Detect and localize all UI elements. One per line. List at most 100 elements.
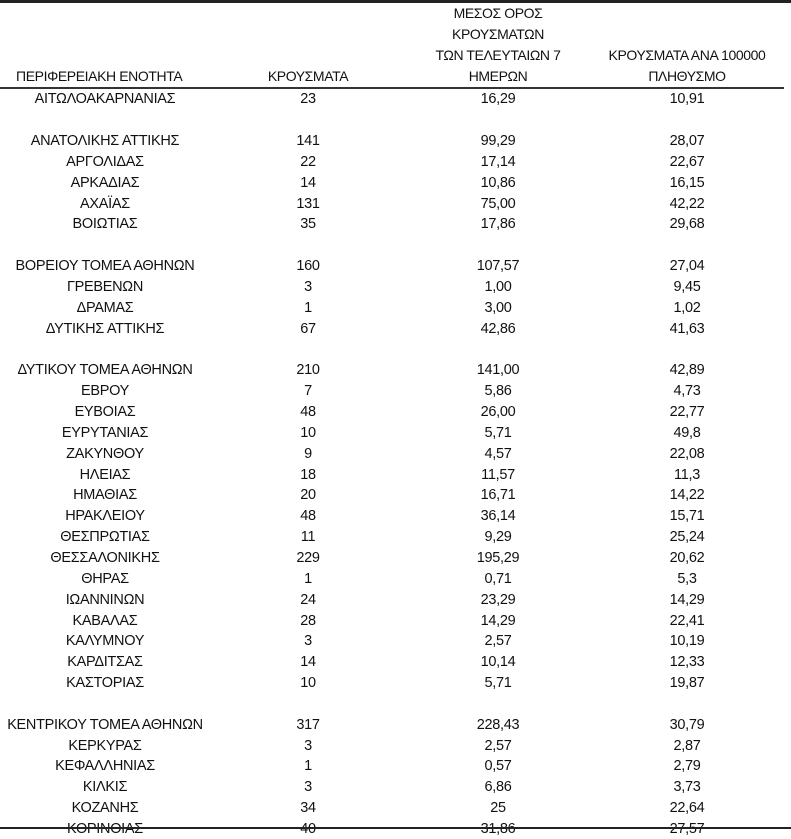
cases-table: ΠΕΡΙΦΕΡΕΙΑΚΗ ΕΝΟΤΗΤΑ ΚΡΟΥΣΜΑΤΑ ΜΕΣΟΣ ΟΡΟ…	[0, 3, 784, 839]
cell-region: ΔΡΑΜΑΣ	[76, 299, 134, 316]
table-row: ΚΑΡΔΙΤΣΑΣ 14 10,14 12,33	[0, 652, 784, 673]
header-row: ΠΕΡΙΦΕΡΕΙΑΚΗ ΕΝΟΤΗΤΑ ΚΡΟΥΣΜΑΤΑ ΜΕΣΟΣ ΟΡΟ…	[0, 3, 784, 89]
table-row: ΒΟΡΕΙΟΥ ΤΟΜΕΑ ΑΘΗΝΩΝ 160 107,57 27,04	[0, 256, 784, 277]
cell-region: ΚΕΦΑΛΛΗΝΙΑΣ	[55, 758, 155, 775]
table-row: ΘΕΣΣΑΛΟΝΙΚΗΣ 229 195,29 20,62	[0, 548, 784, 569]
table-row: ΓΡΕΒΕΝΩΝ 3 1,00 9,45	[0, 277, 784, 298]
cell-avg7: 42,86	[480, 320, 516, 337]
spacer-row	[0, 693, 784, 714]
cell-cases: 23	[300, 91, 316, 108]
cell-cases: 7	[304, 383, 312, 400]
cell-per100k: 22,08	[669, 445, 705, 462]
header-avg7: ΜΕΣΟΣ ΟΡΟΣ ΚΡΟΥΣΜΑΤΩΝ ΤΩΝ ΤΕΛΕΥΤΑΙΩΝ 7 Η…	[406, 3, 590, 89]
cell-avg7: 5,86	[484, 383, 512, 400]
cell-cases: 18	[300, 466, 316, 483]
cell-per100k: 10,19	[669, 633, 705, 650]
cell-per100k: 29,68	[669, 216, 705, 233]
cell-per100k: 1,02	[673, 299, 701, 316]
cell-region: ΚΙΛΚΙΣ	[82, 779, 128, 796]
header-per100k-line2: ΠΛΗΘΥΣΜΟ	[648, 68, 726, 84]
cell-avg7: 17,86	[480, 216, 516, 233]
header-avg7-line3: ΗΜΕΡΩΝ	[468, 68, 528, 84]
cell-region: ΚΑΛΥΜΝΟΥ	[65, 633, 145, 650]
table-row: ΕΒΡΟΥ 7 5,86 4,73	[0, 381, 784, 402]
cell-region: ΘΗΡΑΣ	[81, 570, 129, 587]
cell-cases: 9	[304, 445, 312, 462]
cell-region: ΗΜΑΘΙΑΣ	[73, 487, 137, 504]
cell-per100k: 4,73	[673, 383, 701, 400]
cell-region: ΗΛΕΙΑΣ	[79, 466, 131, 483]
cell-cases: 160	[296, 258, 320, 275]
cell-avg7: 195,29	[476, 549, 520, 566]
table-row: ΚΕΡΚΥΡΑΣ 3 2,57 2,87	[0, 735, 784, 756]
cell-per100k: 14,29	[669, 591, 705, 608]
cell-cases: 34	[300, 800, 316, 817]
cell-avg7: 228,43	[476, 716, 520, 733]
cell-per100k: 2,79	[673, 758, 701, 775]
cell-region: ΚΟΖΑΝΗΣ	[71, 800, 139, 817]
cell-per100k: 49,8	[673, 424, 701, 441]
cell-region: ΚΑΣΤΟΡΙΑΣ	[66, 675, 144, 692]
header-region: ΠΕΡΙΦΕΡΕΙΑΚΗ ΕΝΟΤΗΤΑ	[0, 3, 210, 89]
cell-cases: 131	[296, 195, 320, 212]
table-row: ΚΕΝΤΡΙΚΟΥ ΤΟΜΕΑ ΑΘΗΝΩΝ 317 228,43 30,79	[0, 714, 784, 735]
spacer-row	[0, 235, 784, 256]
table-row: ΘΕΣΠΡΩΤΙΑΣ 11 9,29 25,24	[0, 527, 784, 548]
cell-avg7: 99,29	[480, 133, 516, 150]
cell-avg7: 36,14	[480, 508, 516, 525]
cell-per100k: 11,3	[674, 466, 700, 483]
cell-cases: 11	[300, 529, 316, 546]
cell-region: ΗΡΑΚΛΕΙΟΥ	[65, 508, 145, 525]
cell-region: ΖΑΚΥΝΘΟΥ	[66, 445, 144, 462]
table-row: ΑΡΚΑΔΙΑΣ 14 10,86 16,15	[0, 172, 784, 193]
table-row: ΚΙΛΚΙΣ 3 6,86 3,73	[0, 777, 784, 798]
cell-avg7: 2,57	[484, 633, 512, 650]
cell-avg7: 16,71	[480, 487, 516, 504]
cell-avg7: 75,00	[480, 195, 516, 212]
cell-avg7: 5,71	[484, 675, 512, 692]
spacer-cell	[0, 235, 784, 256]
table-row: ΙΩΑΝΝΙΝΩΝ 24 23,29 14,29	[0, 589, 784, 610]
cell-avg7: 9,29	[484, 529, 512, 546]
cell-per100k: 15,71	[669, 508, 705, 525]
cell-per100k: 22,77	[669, 404, 705, 421]
cell-per100k: 20,62	[669, 549, 705, 566]
cell-avg7: 4,57	[484, 445, 512, 462]
cell-per100k: 42,22	[669, 195, 705, 212]
cell-per100k: 10,91	[669, 91, 705, 108]
cell-region: ΒΟΡΕΙΟΥ ΤΟΜΕΑ ΑΘΗΝΩΝ	[15, 258, 195, 275]
cell-per100k: 9,45	[673, 279, 701, 296]
cell-avg7: 10,14	[480, 654, 516, 671]
cell-avg7: 10,86	[480, 174, 516, 191]
cell-region: ΑΝΑΤΟΛΙΚΗΣ ΑΤΤΙΚΗΣ	[30, 133, 180, 150]
cell-region: ΕΒΡΟΥ	[81, 383, 129, 400]
cell-cases: 3	[304, 633, 312, 650]
cell-cases: 1	[304, 299, 312, 316]
cell-avg7: 16,29	[480, 91, 516, 108]
table-row: ΚΑΣΤΟΡΙΑΣ 10 5,71 19,87	[0, 673, 784, 694]
table-row: ΒΟΙΩΤΙΑΣ 35 17,86 29,68	[0, 214, 784, 235]
cell-cases: 14	[300, 654, 316, 671]
cell-cases: 35	[300, 216, 316, 233]
cell-region: ΑΧΑΪΑΣ	[80, 195, 130, 212]
cell-per100k: 2,87	[673, 737, 701, 754]
spacer-cell	[0, 693, 784, 714]
cell-region: ΕΥΒΟΙΑΣ	[74, 404, 136, 421]
table-body: ΑΙΤΩΛΟΑΚΑΡΝΑΝΙΑΣ 23 16,29 10,91 ΑΝΑΤΟΛΙΚΗΣ Α…	[0, 88, 784, 839]
cell-per100k: 25,24	[669, 529, 705, 546]
cell-cases: 3	[304, 737, 312, 754]
table-row: ΕΥΡΥΤΑΝΙΑΣ 10 5,71 49,8	[0, 423, 784, 444]
cell-avg7: 11,57	[481, 466, 515, 483]
cell-cases: 67	[300, 320, 316, 337]
table-row: ΑΝΑΤΟΛΙΚΗΣ ΑΤΤΙΚΗΣ 141 99,29 28,07	[0, 131, 784, 152]
cell-per100k: 22,67	[669, 153, 705, 170]
table-row: ΕΥΒΟΙΑΣ 48 26,00 22,77	[0, 402, 784, 423]
table-row: ΚΕΦΑΛΛΗΝΙΑΣ 1 0,57 2,79	[0, 756, 784, 777]
cell-region: ΚΑΡΔΙΤΣΑΣ	[67, 654, 143, 671]
cell-cases: 1	[304, 570, 312, 587]
cell-avg7: 2,57	[484, 737, 512, 754]
table-row: ΑΡΓΟΛΙΔΑΣ 22 17,14 22,67	[0, 152, 784, 173]
cell-region: ΔΥΤΙΚΗΣ ΑΤΤΙΚΗΣ	[45, 320, 165, 337]
header-per100k-line1: ΚΡΟΥΣΜΑΤΑ ΑΝΑ 100000	[608, 47, 766, 63]
table-row: ΚΑΛΥΜΝΟΥ 3 2,57 10,19	[0, 631, 784, 652]
